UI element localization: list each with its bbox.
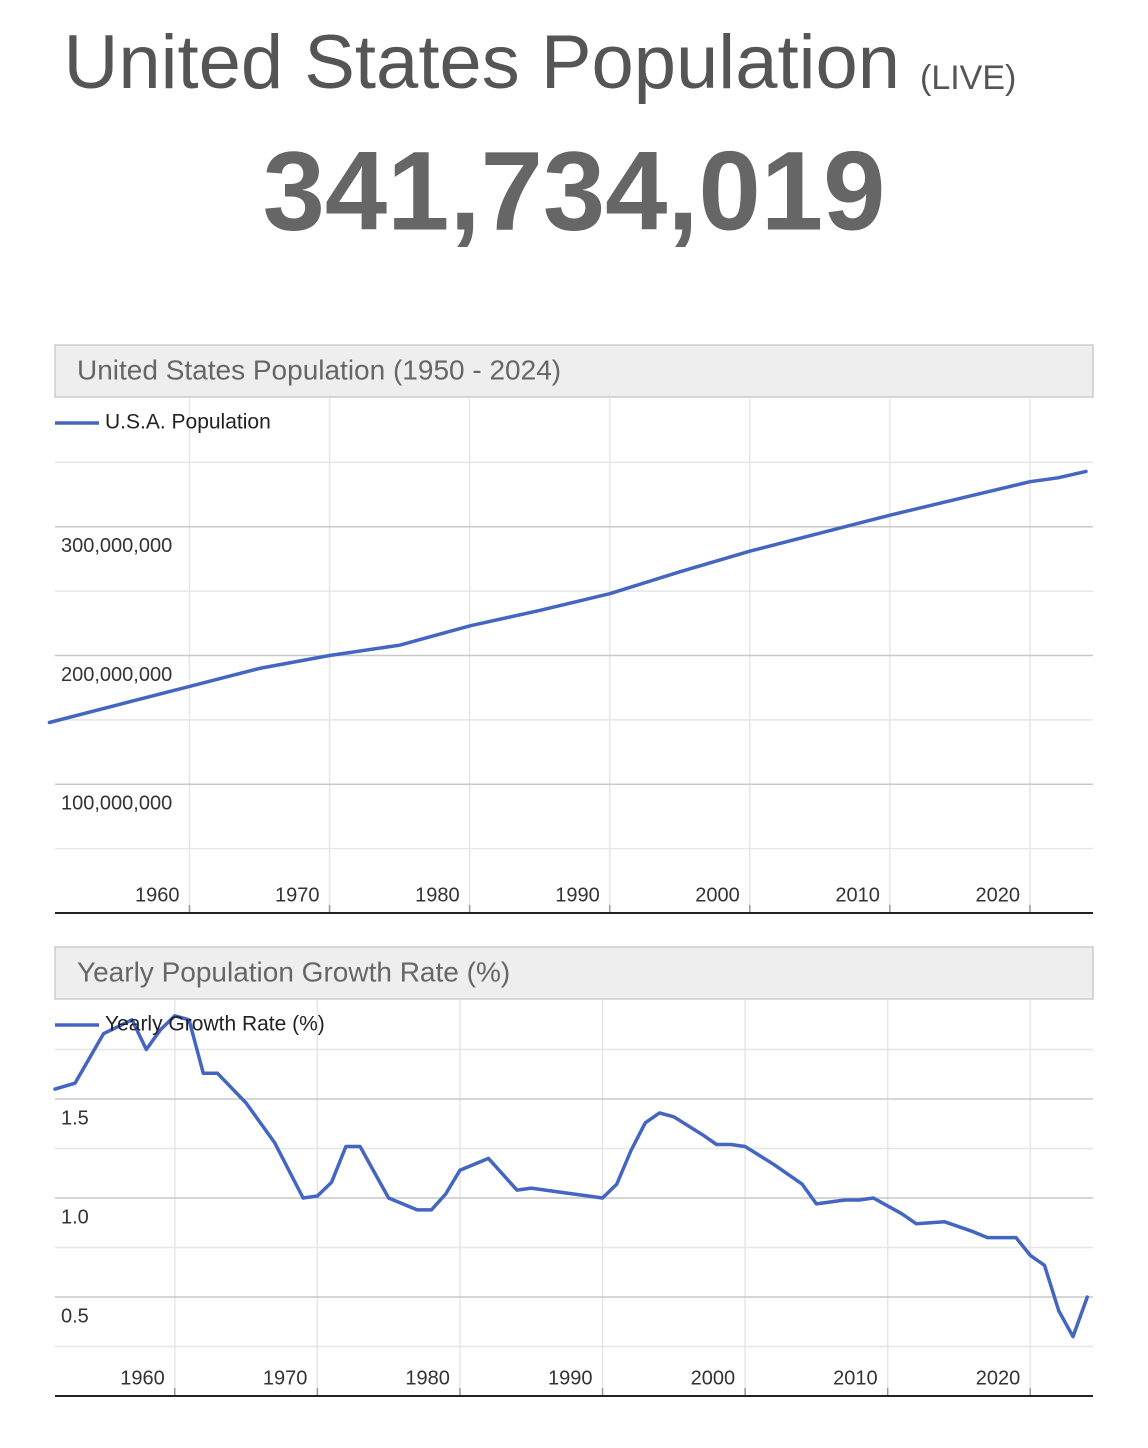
x-tick-label: 1980 bbox=[405, 1367, 450, 1389]
page-title: United States Population bbox=[63, 20, 900, 105]
chart-title: United States Population (1950 - 2024) bbox=[77, 354, 561, 385]
x-tick-label: 2020 bbox=[976, 1367, 1021, 1389]
y-tick-label: 200,000,000 bbox=[61, 664, 172, 686]
x-tick-label: 1990 bbox=[555, 884, 600, 906]
legend-label: U.S.A. Population bbox=[105, 411, 271, 434]
data-line bbox=[47, 469, 1088, 725]
y-tick-label: 1.5 bbox=[61, 1107, 89, 1129]
x-tick-label: 1980 bbox=[415, 884, 460, 906]
legend-label: Yearly Growth Rate (%) bbox=[105, 1013, 325, 1036]
x-tick-label: 1960 bbox=[120, 1367, 165, 1389]
x-tick-label: 1960 bbox=[135, 884, 180, 906]
x-tick-label: 2010 bbox=[833, 1367, 878, 1389]
x-tick-label: 1970 bbox=[275, 884, 320, 906]
y-tick-label: 300,000,000 bbox=[61, 535, 172, 557]
x-tick-label: 2020 bbox=[975, 884, 1020, 906]
x-tick-label: 2000 bbox=[695, 884, 740, 906]
x-tick-label: 2000 bbox=[691, 1367, 736, 1389]
population-counter: 341,734,019 bbox=[263, 129, 886, 254]
data-line bbox=[53, 1014, 1090, 1339]
chart-header bbox=[54, 946, 1094, 1000]
y-tick-label: 100,000,000 bbox=[61, 793, 172, 815]
x-tick-label: 2010 bbox=[835, 884, 880, 906]
chart-header bbox=[54, 344, 1094, 398]
y-tick-label: 1.0 bbox=[61, 1206, 89, 1228]
x-tick-label: 1990 bbox=[548, 1367, 593, 1389]
y-tick-label: 0.5 bbox=[61, 1305, 89, 1327]
chart-title: Yearly Population Growth Rate (%) bbox=[77, 956, 510, 987]
live-label: (LIVE) bbox=[920, 59, 1016, 97]
x-tick-label: 1970 bbox=[263, 1367, 308, 1389]
